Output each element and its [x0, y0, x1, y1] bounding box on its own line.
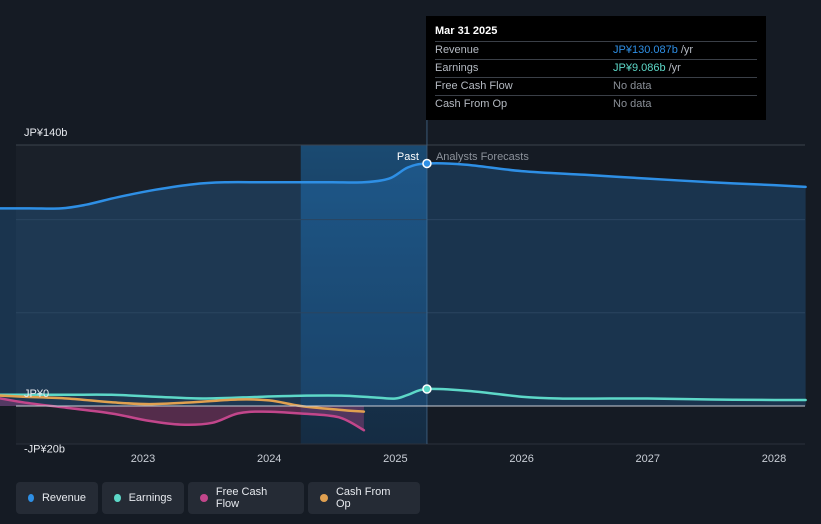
legend: Revenue Earnings Free Cash Flow Cash Fro… [16, 482, 420, 514]
legend-item-revenue[interactable]: Revenue [16, 482, 98, 514]
cash-from-op-line [0, 394, 366, 413]
earnings-line [0, 387, 807, 402]
x-tick-label: 2028 [762, 453, 786, 465]
tooltip-row-cash-from-op: Cash From Op No data [435, 95, 757, 113]
legend-label: Cash From Op [335, 486, 391, 510]
tooltip-label: Revenue [435, 44, 480, 56]
legend-item-free-cash-flow[interactable]: Free Cash Flow [188, 482, 304, 514]
x-tick-label: 2026 [509, 453, 533, 465]
tooltip-label: Free Cash Flow [435, 80, 513, 92]
tooltip-row-earnings: Earnings JP¥9.086b /yr [435, 59, 757, 77]
tooltip-date: Mar 31 2025 [435, 25, 498, 37]
highlight-band [300, 145, 427, 444]
legend-label: Earnings [128, 492, 172, 504]
earnings-highlight-point [422, 384, 432, 394]
legend-label: Free Cash Flow [215, 486, 268, 510]
legend-dot-icon [200, 494, 208, 502]
x-tick-label: 2027 [636, 453, 660, 465]
revenue-line [0, 162, 807, 210]
y-tick-label: JP¥0 [24, 388, 49, 400]
x-tick-label: 2025 [383, 453, 407, 465]
y-tick-label: -JP¥20b [24, 443, 65, 455]
past-label: Past [397, 151, 419, 163]
tooltip-row-revenue: Revenue JP¥130.087b /yr [435, 41, 757, 59]
tooltip-value: JP¥130.087b [613, 44, 678, 56]
tooltip-unit: /yr [668, 62, 681, 74]
revenue-highlight-point [422, 158, 432, 169]
tooltip: Mar 31 2025 Revenue JP¥130.087b /yr Earn… [426, 16, 766, 120]
forecast-label: Analysts Forecasts [436, 151, 529, 163]
tooltip-unit: /yr [680, 44, 694, 56]
x-tick-label: 2024 [257, 453, 281, 465]
legend-item-earnings[interactable]: Earnings [102, 482, 184, 514]
revenue-area [0, 163, 806, 406]
x-tick-label: 2023 [131, 453, 155, 465]
free-cash-flow-line [0, 397, 366, 432]
tooltip-label: Earnings [435, 62, 479, 74]
legend-label: Revenue [41, 492, 86, 504]
legend-dot-icon [320, 494, 328, 502]
tooltip-value: No data [613, 98, 652, 110]
tooltip-value: No data [613, 80, 652, 92]
legend-item-cash-from-op[interactable]: Cash From Op [308, 482, 420, 514]
legend-dot-icon [28, 494, 34, 502]
legend-dot-icon [114, 494, 121, 502]
y-tick-label: JP¥140b [24, 127, 67, 139]
chart: JP¥140b JP¥0 -JP¥20b 2023 2024 2025 2026 2027 20… [0, 16, 807, 465]
tooltip-value: JP¥9.086b [613, 62, 666, 74]
tooltip-label: Cash From Op [435, 98, 508, 110]
tooltip-row-free-cash-flow: Free Cash Flow No data [435, 77, 757, 95]
